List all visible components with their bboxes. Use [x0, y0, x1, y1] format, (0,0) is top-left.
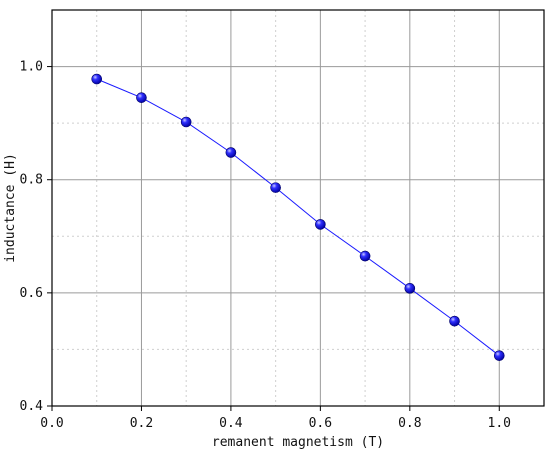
grid: [52, 9, 545, 406]
data-point: [136, 92, 147, 103]
data-point: [359, 250, 371, 262]
data-point: [449, 315, 460, 327]
y-tick-label: 0.8: [20, 173, 43, 188]
x-tick-label: 0.4: [219, 416, 243, 431]
data-point: [270, 182, 281, 193]
y-tick-label: 0.4: [20, 399, 44, 414]
data-point: [315, 219, 326, 230]
x-tick-label: 1.0: [488, 416, 511, 431]
data-point: [493, 350, 505, 361]
series-polyline: [96, 78, 500, 357]
data-point: [91, 73, 103, 85]
data-point: [180, 116, 192, 128]
series-markers: [91, 73, 505, 361]
y-tick-label: 1.0: [20, 60, 43, 75]
data-point: [225, 147, 237, 158]
y-axis-label: inductance (H): [3, 153, 18, 263]
x-tick-label: 0.8: [398, 416, 421, 431]
data-point: [404, 283, 416, 294]
axis-ticks: 0.0 0.2 0.4 0.6 0.8 1.0 0.4 0.6 0.8 1.0: [20, 60, 511, 431]
series-line: [96, 78, 500, 357]
y-tick-label: 0.6: [20, 286, 43, 301]
x-axis-label: remanent magnetism (T): [212, 435, 384, 450]
x-tick-label: 0.6: [309, 416, 332, 431]
x-tick-label: 0.2: [130, 416, 153, 431]
plot-frame: [51, 9, 545, 407]
x-tick-label: 0.0: [40, 416, 63, 431]
